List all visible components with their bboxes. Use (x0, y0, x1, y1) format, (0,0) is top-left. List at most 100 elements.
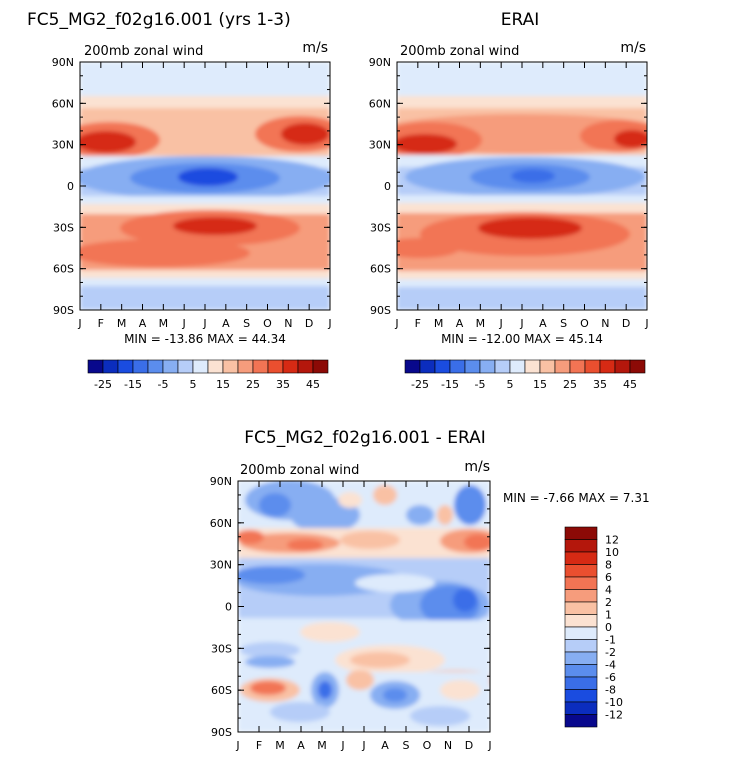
obs-title: ERAI (501, 10, 540, 30)
diff-xtick-label: A (297, 739, 305, 752)
colorbar-obs-label: -25 (411, 378, 429, 391)
obs-ytick-label: 90N (369, 56, 391, 69)
diff-units: m/s (464, 459, 490, 475)
colorbar-obs-swatch (599, 359, 616, 374)
obs-ytick-label: 30N (369, 139, 391, 152)
colorbar-diff-swatch (564, 714, 598, 728)
obs-xtick-label: J (499, 317, 503, 330)
colorbar-obs-swatch (629, 359, 646, 374)
model-stats: MIN = -13.86 MAX = 44.34 (124, 332, 286, 346)
diff-xtick-label: M (317, 739, 327, 752)
obs-xtick-label: M (476, 317, 486, 330)
model-xtick-label: D (305, 317, 313, 330)
colorbar-model-swatch (132, 359, 149, 374)
model-ytick-label: 30N (52, 139, 74, 152)
colorbar-obs-swatch (539, 359, 556, 374)
colorbar-obs-label: -15 (441, 378, 459, 391)
colorbar-diff-swatch (564, 576, 598, 590)
colorbar-model-label: -15 (124, 378, 142, 391)
colorbar-diff-swatch (564, 589, 598, 603)
colorbar-diff-label: -8 (605, 684, 616, 697)
diff-xtick-label: A (381, 739, 389, 752)
colorbar-obs-swatch (584, 359, 601, 374)
colorbar-diff-swatch (564, 639, 598, 653)
diff-xtick-label: J (340, 739, 344, 752)
colorbar-obs-swatch (404, 359, 421, 374)
diff-ytick-label: 0 (225, 601, 232, 614)
model-contour-field (80, 62, 330, 310)
colorbar-model-swatch (87, 359, 104, 374)
colorbar-model-label: 45 (306, 378, 320, 391)
colorbar-model-label: -25 (94, 378, 112, 391)
model-xtick-label: M (117, 317, 127, 330)
obs-xtick-label: J (519, 317, 523, 330)
colorbar-model-swatch (252, 359, 269, 374)
model-xtick-label: S (243, 317, 250, 330)
colorbar-model-swatch (102, 359, 119, 374)
colorbar-diff-swatch (564, 651, 598, 665)
colorbar-model-swatch (162, 359, 179, 374)
colorbar-diff-swatch (564, 626, 598, 640)
diff-stats: MIN = -7.66 MAX = 7.31 (503, 491, 650, 505)
model-xtick-label: A (139, 317, 147, 330)
colorbar-model-swatch (192, 359, 209, 374)
obs-xtick-label: A (539, 317, 547, 330)
colorbar-model-label: 15 (216, 378, 230, 391)
model-subtitle: 200mb zonal wind (84, 44, 203, 59)
colorbar-diff-label: 10 (605, 546, 619, 559)
colorbar-obs-swatch (434, 359, 451, 374)
colorbar-obs-swatch (419, 359, 436, 374)
colorbar-obs-label: 5 (507, 378, 514, 391)
diff-ytick-label: 90S (211, 726, 232, 739)
colorbar-obs-swatch (464, 359, 481, 374)
obs-ytick-label: 0 (384, 180, 391, 193)
model-ytick-label: 60S (53, 263, 74, 276)
model-xtick-label: J (327, 317, 331, 330)
obs-ytick-label: 60S (370, 263, 391, 276)
diff-subtitle: 200mb zonal wind (240, 463, 359, 478)
model-ytick-label: 0 (67, 180, 74, 193)
colorbar-diff-swatch (564, 601, 598, 615)
colorbar-model-swatch (267, 359, 284, 374)
diff-xtick-label: N (444, 739, 452, 752)
model-units: m/s (302, 40, 328, 56)
colorbar-model-swatch (207, 359, 224, 374)
colorbar-obs-label: 25 (563, 378, 577, 391)
colorbar-diff-swatch (564, 551, 598, 565)
colorbar-model-swatch (297, 359, 314, 374)
diff-ytick-label: 60N (210, 517, 232, 530)
panel-model: FC5_MG2_f02g16.001 (yrs 1-3) 200mb zonal… (27, 10, 332, 346)
colorbar-obs-label: 35 (593, 378, 607, 391)
obs-xtick-label: F (415, 317, 421, 330)
model-xtick-label: J (202, 317, 206, 330)
diff-title: FC5_MG2_f02g16.001 - ERAI (244, 428, 485, 448)
colorbar-diff-label: -4 (605, 659, 616, 672)
colorbar-diff-label: 12 (605, 534, 619, 547)
diff-ytick-label: 30N (210, 559, 232, 572)
model-ytick-label: 90N (52, 56, 74, 69)
colorbar-diff-label: -1 (605, 634, 616, 647)
colorbar-model-swatch (282, 359, 299, 374)
colorbar-diff-swatch (564, 689, 598, 703)
colorbar-obs-swatch (524, 359, 541, 374)
colorbar-diff-label: 2 (605, 596, 612, 609)
diff-xtick-label: S (403, 739, 410, 752)
colorbar-obs-swatch (479, 359, 496, 374)
colorbar-obs-label: -5 (475, 378, 486, 391)
colorbar-diff-label: 8 (605, 559, 612, 572)
colorbar-obs-label: 15 (533, 378, 547, 391)
colorbar-model-swatch (237, 359, 254, 374)
model-xtick-label: M (159, 317, 169, 330)
model-xtick-label: F (98, 317, 104, 330)
obs-xtick-label: N (601, 317, 609, 330)
colorbar-model-swatch (312, 359, 329, 374)
model-xtick-label: O (263, 317, 272, 330)
obs-xtick-label: A (456, 317, 464, 330)
obs-contour-field (397, 62, 647, 310)
colorbar-diff-swatch (564, 664, 598, 678)
obs-xtick-label: D (622, 317, 630, 330)
